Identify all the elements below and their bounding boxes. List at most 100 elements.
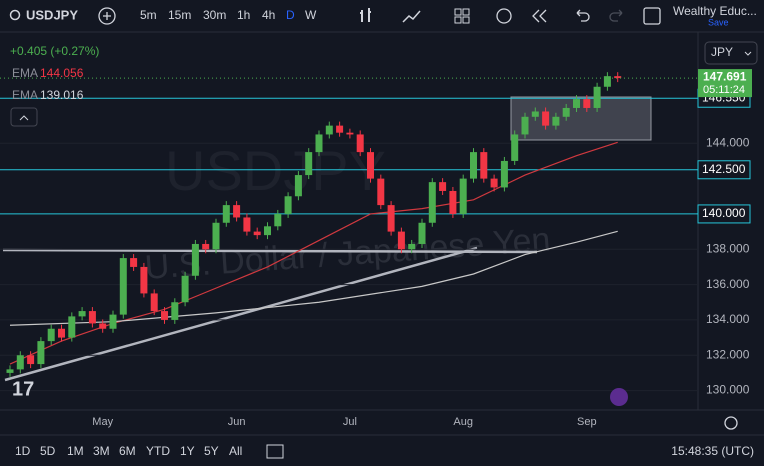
- ema-line: [9, 230, 618, 326]
- collapse-button[interactable]: [10, 107, 38, 127]
- price-tick-label: 144.000: [706, 135, 750, 149]
- interval[interactable]: D: [286, 8, 295, 22]
- candle-body: [274, 213, 282, 227]
- candle-body: [109, 314, 117, 329]
- replay-icon[interactable]: [532, 9, 547, 23]
- candle-body: [367, 152, 374, 179]
- rectangle-drawing[interactable]: [510, 96, 652, 141]
- compare-icon[interactable]: [98, 7, 116, 25]
- candle-body: [500, 160, 508, 188]
- ema-name: EMA: [12, 88, 38, 102]
- candle-body: [531, 111, 539, 117]
- candle-body: [387, 205, 395, 232]
- horizontal-trendline[interactable]: [2, 248, 538, 254]
- support-trendline[interactable]: [4, 246, 478, 382]
- price-label: 140.000: [702, 206, 746, 220]
- price-tick-label: 138.000: [706, 241, 750, 255]
- candle-body: [552, 116, 560, 126]
- candle-body: [222, 205, 230, 223]
- range-button[interactable]: 5D: [40, 444, 56, 458]
- candle-body: [171, 302, 179, 320]
- candle-body: [336, 125, 344, 133]
- currency[interactable]: JPY: [711, 45, 733, 59]
- interval[interactable]: 5m: [140, 8, 157, 22]
- candle-body: [449, 190, 457, 214]
- candle-body: [16, 355, 24, 370]
- undo-icon[interactable]: [576, 9, 590, 22]
- time-tick-label: Jul: [343, 416, 357, 428]
- candle-body: [397, 231, 405, 250]
- candle-body: [161, 311, 168, 320]
- candle-body: [521, 116, 529, 135]
- date-range-icon[interactable]: [266, 444, 284, 459]
- alert-icon[interactable]: [496, 8, 512, 24]
- currency-caret: [744, 51, 752, 56]
- interval[interactable]: 30m: [203, 8, 226, 22]
- candle-body: [68, 316, 76, 338]
- candle-body: [305, 152, 313, 176]
- candle-body: [233, 205, 241, 218]
- candle-body: [511, 134, 519, 161]
- indicators-icon[interactable]: [402, 10, 421, 23]
- layout-icon[interactable]: [454, 8, 462, 16]
- interval[interactable]: W: [305, 8, 317, 22]
- range-button[interactable]: All: [229, 444, 242, 458]
- candle-body: [58, 328, 65, 338]
- price-tick-label: 136.000: [706, 277, 750, 291]
- compare-plus: [103, 12, 111, 20]
- candle-body: [47, 328, 55, 342]
- range-button[interactable]: YTD: [146, 444, 170, 458]
- candle-body: [27, 355, 35, 365]
- candle-body: [562, 107, 570, 117]
- candle-body: [490, 178, 498, 188]
- time-tick-label: Aug: [453, 416, 473, 428]
- price-label-box: [697, 204, 751, 224]
- settings-icon[interactable]: [724, 416, 738, 430]
- range-button[interactable]: 1Y: [180, 444, 195, 458]
- range-button[interactable]: 3M: [93, 444, 110, 458]
- interval[interactable]: 15m: [168, 8, 191, 22]
- clock: 15:48:35 (UTC): [671, 444, 754, 458]
- candle-body: [264, 226, 271, 236]
- candle-body: [140, 266, 148, 294]
- candle-body: [459, 178, 467, 214]
- search-icon[interactable]: [9, 9, 21, 21]
- candle-body: [202, 243, 210, 250]
- currency-button[interactable]: [704, 41, 758, 65]
- assistant-icon[interactable]: [610, 388, 628, 406]
- candle-body: [150, 293, 158, 312]
- layout-icon: [454, 16, 462, 24]
- redo-icon[interactable]: [609, 9, 623, 22]
- interval[interactable]: 1h: [237, 8, 250, 22]
- candle-body: [191, 243, 199, 276]
- price-label-box: [697, 160, 751, 180]
- candle-body: [573, 99, 580, 108]
- candle-body: [294, 175, 302, 197]
- candle-body: [470, 152, 477, 179]
- range-button[interactable]: 6M: [119, 444, 136, 458]
- range-button[interactable]: 5Y: [204, 444, 219, 458]
- ranges: 1D 5D 1M 3M 6M YTD 1Y 5Y All: [15, 444, 242, 458]
- candle-body: [284, 196, 292, 214]
- symbol[interactable]: USDJPY: [26, 7, 78, 22]
- candle-body: [99, 323, 107, 329]
- save-label[interactable]: Save: [708, 17, 729, 27]
- interval[interactable]: 4h: [262, 8, 275, 22]
- tv-logo: 17: [12, 378, 34, 400]
- range-button[interactable]: 1D: [15, 444, 31, 458]
- candle-body: [428, 182, 436, 223]
- watermark-symbol: USDJPY: [165, 139, 386, 202]
- ema-value: 144.056: [40, 66, 84, 80]
- candle-body: [439, 182, 447, 191]
- layout-icon: [462, 16, 470, 24]
- candles-icon[interactable]: [360, 8, 371, 22]
- fullscreen-icon[interactable]: [643, 7, 661, 25]
- candle-body: [78, 311, 86, 317]
- range-button[interactable]: 1M: [67, 444, 84, 458]
- ema-value: 139.016: [40, 88, 84, 102]
- account-name[interactable]: Wealthy Educ...: [673, 4, 757, 18]
- price-label: 142.500: [702, 162, 746, 176]
